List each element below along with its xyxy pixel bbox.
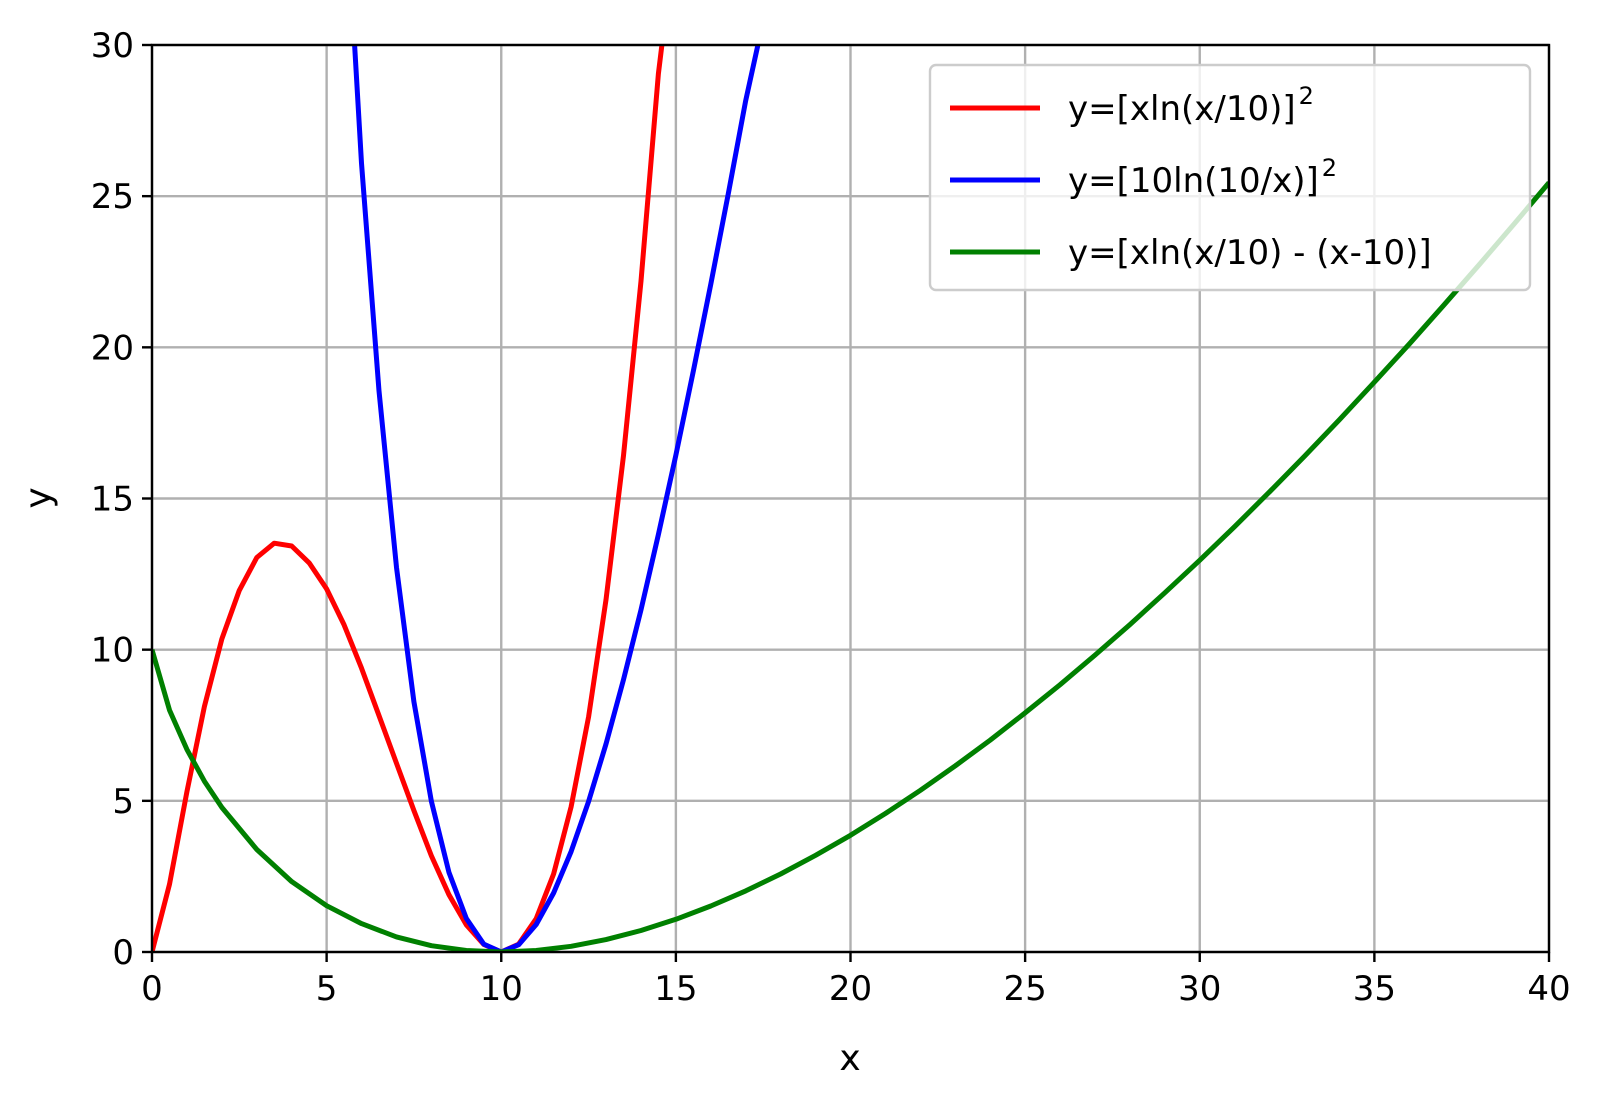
legend-frame (928, 63, 1532, 292)
x-tick-label: 5 (316, 969, 338, 1009)
legend-entry: y=[xln(x/10) - (x-10)] (1068, 233, 1432, 273)
x-tick-label: 0 (141, 969, 163, 1009)
x-axis-label: x (839, 1038, 860, 1079)
x-tick-label: 40 (1527, 969, 1570, 1009)
legend-entry: y=[10ln(10/x)] 2 (1068, 154, 1337, 201)
y-tick-label: 10 (91, 631, 134, 671)
legend-entry-label: y=[xln(x/10)] (1068, 89, 1296, 129)
y-tick-label: 25 (91, 177, 134, 217)
legend-entry-label: y=[10ln(10/x)] (1068, 161, 1319, 201)
y-tick-label: 30 (91, 26, 134, 66)
x-tick-label: 10 (480, 969, 523, 1009)
x-tick-label: 35 (1353, 969, 1396, 1009)
y-tick-label: 20 (91, 328, 134, 368)
series-red-line (152, 45, 665, 952)
x-tick-label: 20 (829, 969, 872, 1009)
x-tick-label: 25 (1003, 969, 1046, 1009)
x-tick-label: 30 (1178, 969, 1221, 1009)
legend-entry-superscript: 2 (1299, 82, 1314, 110)
legend: y=[xln(x/10)] 2y=[10ln(10/x)] 2y=[xln(x/10… (928, 63, 1532, 292)
legend-entry: y=[xln(x/10)] 2 (1068, 82, 1314, 129)
legend-entry-label: y=[xln(x/10) - (x-10)] (1068, 233, 1432, 273)
axis-ticks: 0 5 10 15 20 25 30 35 40 0 5 10 15 20 25 30 (91, 26, 1571, 1009)
series-blue-line (352, 45, 761, 952)
y-tick-label: 0 (112, 933, 134, 973)
y-axis-label: y (18, 487, 59, 508)
series-green-line (152, 180, 1549, 952)
plot-area (152, 45, 1549, 952)
y-tick-label: 15 (91, 480, 134, 520)
legend-entry-superscript: 2 (1322, 154, 1337, 182)
x-tick-label: 15 (654, 969, 697, 1009)
y-tick-label: 5 (112, 782, 134, 822)
